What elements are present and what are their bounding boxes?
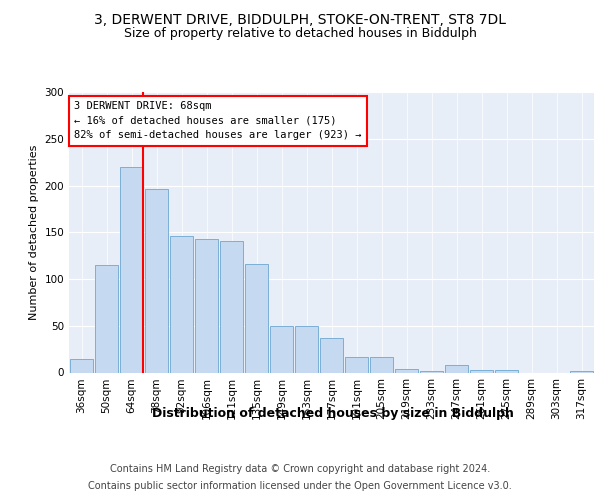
Text: 3, DERWENT DRIVE, BIDDULPH, STOKE-ON-TRENT, ST8 7DL: 3, DERWENT DRIVE, BIDDULPH, STOKE-ON-TRE… — [94, 12, 506, 26]
Text: 3 DERWENT DRIVE: 68sqm
← 16% of detached houses are smaller (175)
82% of semi-de: 3 DERWENT DRIVE: 68sqm ← 16% of detached… — [74, 101, 361, 140]
Bar — [395, 369, 418, 372]
Bar — [345, 356, 368, 372]
Bar — [245, 264, 268, 372]
Bar — [445, 365, 468, 372]
Bar — [495, 370, 518, 372]
Bar — [270, 326, 293, 372]
Text: Size of property relative to detached houses in Biddulph: Size of property relative to detached ho… — [124, 28, 476, 40]
Text: Distribution of detached houses by size in Biddulph: Distribution of detached houses by size … — [152, 408, 514, 420]
Text: Contains HM Land Registry data © Crown copyright and database right 2024.: Contains HM Land Registry data © Crown c… — [110, 464, 490, 474]
Bar — [320, 338, 343, 372]
Bar — [120, 167, 143, 372]
Bar — [570, 370, 593, 372]
Bar — [195, 239, 218, 372]
Bar — [70, 358, 93, 372]
Bar — [370, 356, 393, 372]
Bar — [145, 188, 168, 372]
Bar — [420, 370, 443, 372]
Bar — [220, 241, 243, 372]
Bar — [95, 265, 118, 372]
Bar — [470, 370, 493, 372]
Text: Contains public sector information licensed under the Open Government Licence v3: Contains public sector information licen… — [88, 481, 512, 491]
Bar — [170, 236, 193, 372]
Y-axis label: Number of detached properties: Number of detached properties — [29, 145, 39, 320]
Bar — [295, 326, 318, 372]
